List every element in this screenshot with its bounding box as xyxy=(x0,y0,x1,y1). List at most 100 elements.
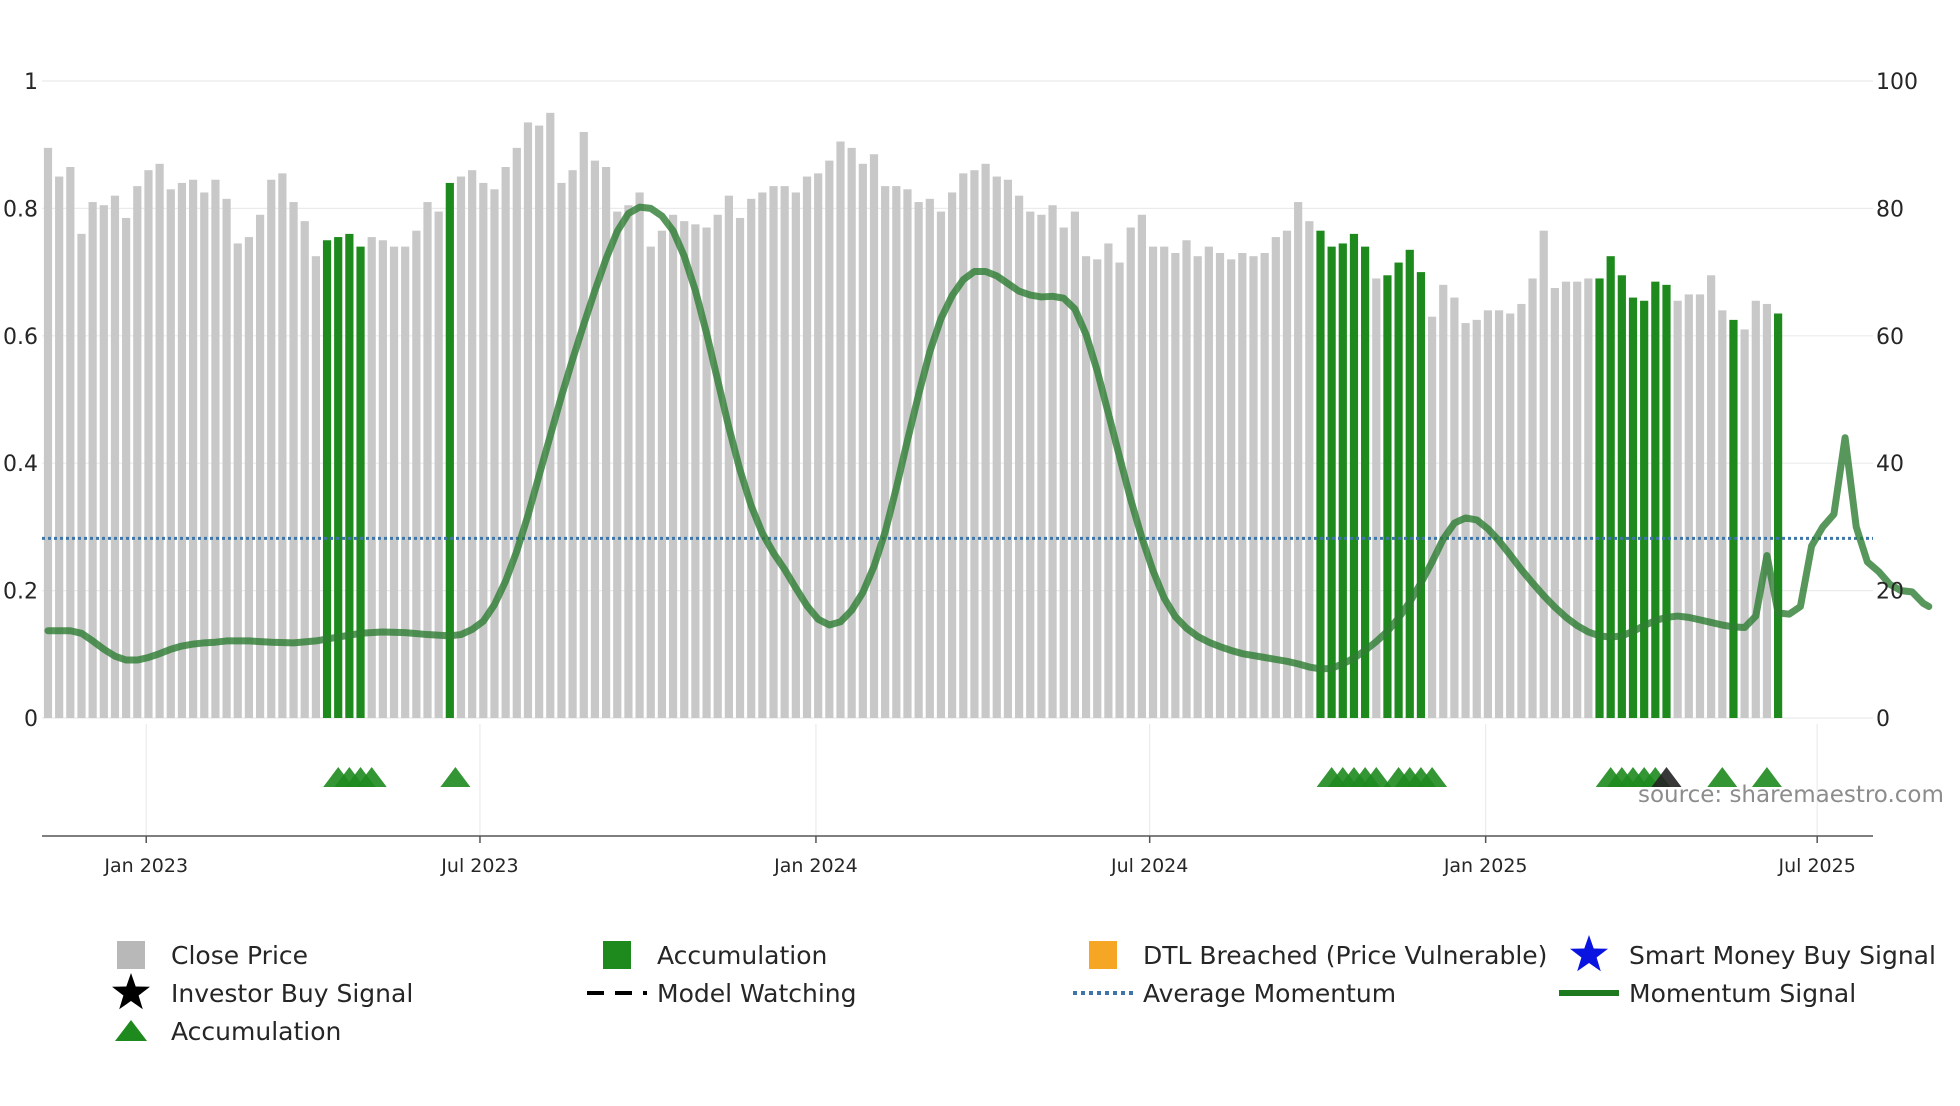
close-price-bar xyxy=(814,173,823,718)
accumulation-marker xyxy=(1361,767,1392,787)
close-price-bar xyxy=(1762,303,1772,718)
close-price-bar xyxy=(948,192,957,719)
right-y-axis: 0 20 40 60 80 100 xyxy=(1876,70,1918,732)
y-right-tick: 60 xyxy=(1876,325,1904,350)
legend-swatch-square xyxy=(117,941,145,969)
accumulation-bar xyxy=(1416,272,1426,718)
close-price-bar xyxy=(1584,278,1593,718)
close-price-bar xyxy=(1506,313,1515,718)
close-price-bar xyxy=(780,186,789,719)
close-price-bar xyxy=(456,176,466,719)
y-left-tick: 0.4 xyxy=(3,452,38,477)
close-price-bar xyxy=(624,205,633,718)
legend-label: Average Momentum xyxy=(1143,979,1396,1008)
x-tick-label: Jul 2024 xyxy=(1110,855,1188,877)
close-price-bar xyxy=(490,189,499,719)
close-price-bar xyxy=(300,221,309,718)
close-price-bar xyxy=(747,198,756,719)
close-price-bar xyxy=(959,173,968,718)
legend-item: Average Momentum xyxy=(1073,979,1396,1008)
y-right-tick: 80 xyxy=(1876,197,1904,222)
close-price-bar xyxy=(1026,211,1035,718)
close-price-bar xyxy=(1070,211,1079,718)
close-price-bar xyxy=(144,170,153,718)
momentum-signal-line xyxy=(44,203,1933,673)
close-price-bar xyxy=(468,170,477,718)
close-price-bar xyxy=(702,227,711,718)
y-left-tick: 0.6 xyxy=(3,325,38,350)
close-price-bar xyxy=(1104,243,1113,718)
close-price-bar xyxy=(267,179,276,719)
signal-panel xyxy=(323,767,1782,787)
legend: Close Price Accumulation DTL Breached (Pri… xyxy=(112,935,1936,1046)
close-price-bar xyxy=(1494,310,1504,718)
close-price-bar xyxy=(1707,275,1716,718)
close-price-bar xyxy=(1483,310,1492,718)
legend-item: Smart Money Buy Signal xyxy=(1570,935,1936,972)
close-price-bar xyxy=(1573,281,1582,718)
close-price-bar xyxy=(925,198,934,719)
close-price-bar xyxy=(43,147,53,718)
legend-label: Momentum Signal xyxy=(1629,979,1856,1008)
close-price-bar xyxy=(99,205,108,718)
close-price-bar xyxy=(479,182,488,719)
close-price-bar xyxy=(177,182,187,719)
close-price-bar xyxy=(1059,227,1068,718)
accumulation-bar xyxy=(322,240,332,718)
close-price-bar xyxy=(1751,300,1760,718)
close-price-bar xyxy=(1684,294,1693,718)
x-tick-label: Jan 2024 xyxy=(773,855,858,877)
close-price-bar xyxy=(88,202,97,718)
accumulation-bar xyxy=(1361,246,1370,718)
close-price-bar xyxy=(155,163,164,718)
close-price-bar xyxy=(233,243,242,718)
close-price-bar xyxy=(1695,294,1705,718)
close-price-bar xyxy=(858,163,867,718)
close-price-bar xyxy=(769,186,778,719)
close-price-bar xyxy=(133,186,142,719)
legend-label: Close Price xyxy=(171,941,308,970)
close-price-bar xyxy=(1037,214,1046,718)
close-price-bar xyxy=(1048,205,1057,718)
close-price-bar xyxy=(1260,252,1269,719)
legend-label: DTL Breached (Price Vulnerable) xyxy=(1143,941,1547,970)
close-price-bar xyxy=(423,202,432,718)
accumulation-bar xyxy=(1640,300,1649,718)
accumulation-bar xyxy=(1617,275,1626,718)
close-price-bar xyxy=(1193,256,1202,718)
accumulation-marker xyxy=(1707,767,1738,787)
close-price-bar xyxy=(222,198,231,719)
close-price-bar xyxy=(378,240,387,718)
legend-label: Smart Money Buy Signal xyxy=(1629,941,1936,970)
legend-swatch-square xyxy=(603,941,631,969)
x-tick-label: Jul 2023 xyxy=(440,855,518,877)
accumulation-bar xyxy=(1338,243,1347,718)
close-price-bar xyxy=(881,186,890,719)
close-price-bar xyxy=(557,182,566,719)
close-price-bar xyxy=(970,170,979,718)
legend-item: Close Price xyxy=(117,941,308,970)
close-price-bar xyxy=(311,256,320,718)
y-right-tick: 0 xyxy=(1876,707,1890,732)
close-price-bar xyxy=(122,217,131,718)
close-price-bar xyxy=(847,147,856,718)
accumulation-bar xyxy=(356,246,365,718)
close-price-bar xyxy=(836,141,845,718)
close-price-bar xyxy=(1249,256,1258,718)
legend-swatch-square xyxy=(1089,941,1117,969)
accumulation-marker xyxy=(1417,767,1448,787)
close-price-bar xyxy=(635,192,644,719)
source-label: source: sharemaestro.com xyxy=(1638,782,1944,808)
close-price-bar xyxy=(1204,246,1213,718)
close-price-bar xyxy=(1081,256,1091,718)
legend-label: Accumulation xyxy=(171,1017,341,1046)
close-price-bar xyxy=(613,211,622,718)
close-price-bar xyxy=(189,179,198,719)
close-price-bar xyxy=(166,189,175,719)
accumulation-marker xyxy=(1751,767,1782,787)
accumulation-bar xyxy=(334,237,343,718)
legend-triangle-icon xyxy=(115,1020,147,1041)
close-price-bar xyxy=(646,246,655,718)
